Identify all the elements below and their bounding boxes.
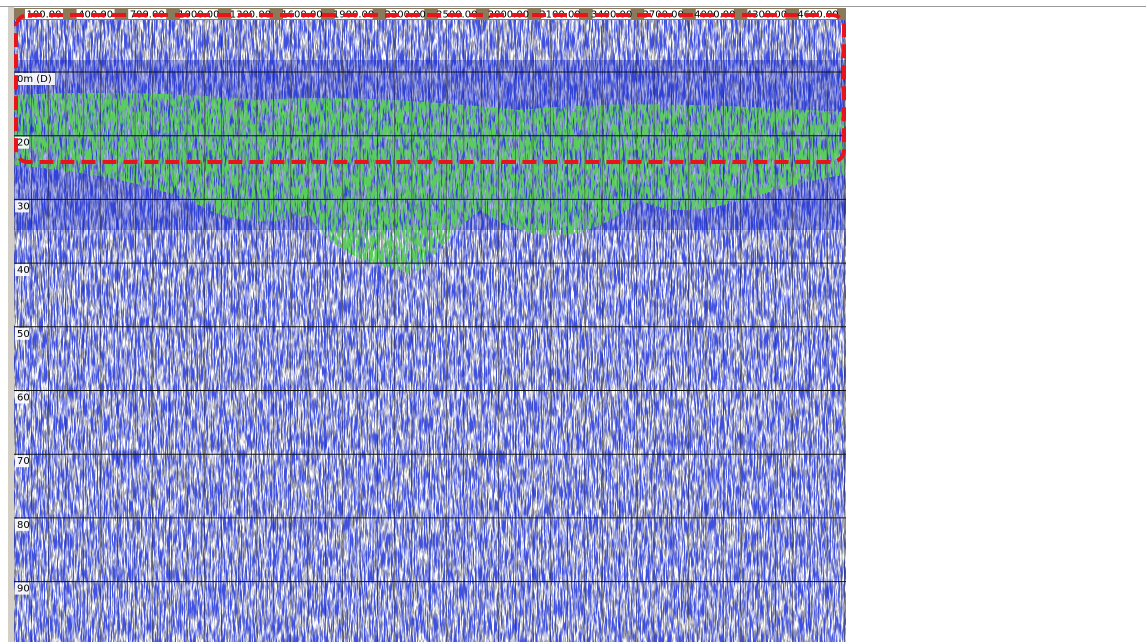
depth-label: 40 bbox=[17, 265, 30, 276]
screen: 100.00400.00700.001000.001300.001600.001… bbox=[0, 0, 1146, 642]
echogram bbox=[14, 20, 846, 642]
depth-label: 50 bbox=[17, 329, 30, 340]
depth-label: 20 bbox=[17, 138, 30, 149]
depth-label: 70 bbox=[17, 456, 30, 467]
page: 100.00400.00700.001000.001300.001600.001… bbox=[0, 0, 1146, 642]
depth-label: 80 bbox=[17, 520, 30, 531]
depth-label: 60 bbox=[17, 393, 30, 404]
depth-label: 30 bbox=[17, 201, 30, 212]
depth-label: 0m (D) bbox=[17, 74, 52, 85]
depth-label: 90 bbox=[17, 584, 30, 595]
left-frame bbox=[8, 7, 14, 642]
